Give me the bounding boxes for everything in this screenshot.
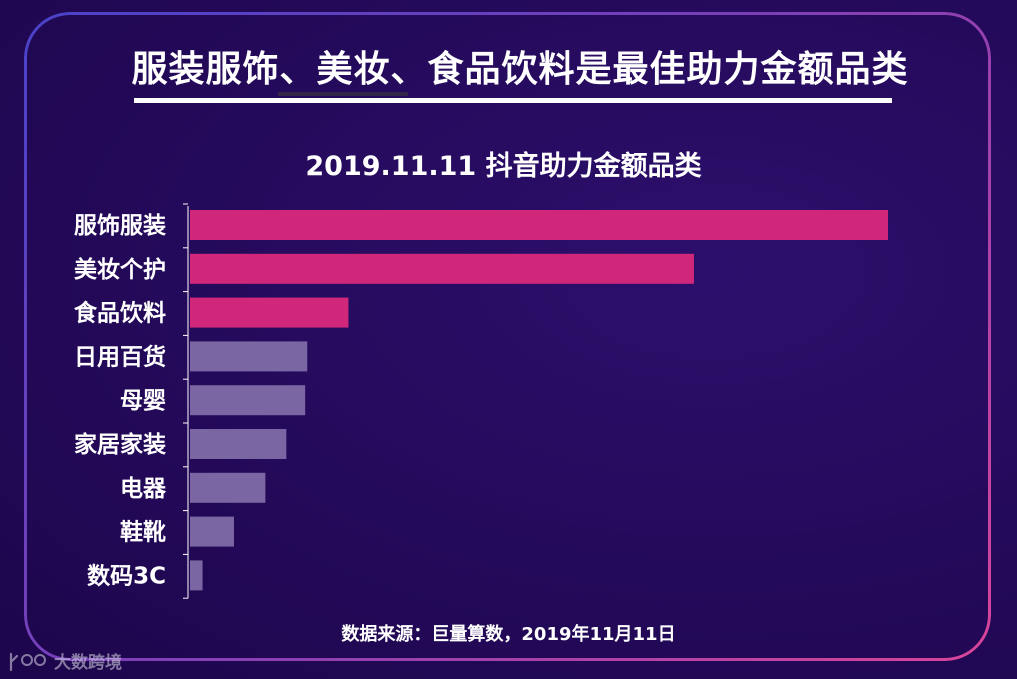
page-title: 服装服饰、美妆、食品饮料是最佳助力金额品类	[131, 49, 909, 90]
bar-6	[190, 429, 287, 459]
category-label: 母婴	[120, 388, 166, 414]
category-label: 服饰服装	[74, 212, 166, 239]
category-label: 数码3C	[87, 563, 166, 589]
bar-4	[190, 341, 308, 372]
category-label: 家居家装	[74, 431, 166, 458]
category-label: 电器	[120, 476, 167, 502]
category-label: 食品饮料	[74, 300, 166, 327]
chart-title: 2019.11.11 抖音助力金额品类	[305, 151, 702, 182]
title-underline	[134, 98, 892, 103]
watermark-logo-icon	[9, 652, 46, 671]
watermark: 大数跨境	[8, 648, 122, 673]
bar-1	[190, 210, 888, 240]
category-label: 日用百货	[74, 343, 166, 370]
bar-2	[190, 253, 694, 284]
border-frame	[24, 12, 991, 661]
source-note: 数据来源：巨量算数，2019年11月11日	[341, 624, 676, 645]
bar-9	[190, 560, 203, 591]
bar-7	[190, 472, 266, 503]
category-label: 美妆个护	[74, 256, 166, 283]
category-label: 鞋靴	[120, 520, 166, 546]
bar-8	[190, 516, 234, 547]
watermark-text: 大数跨境	[54, 653, 122, 673]
bar-5	[190, 385, 306, 416]
bar-3	[190, 297, 349, 328]
title-underline-shadow	[278, 92, 408, 96]
